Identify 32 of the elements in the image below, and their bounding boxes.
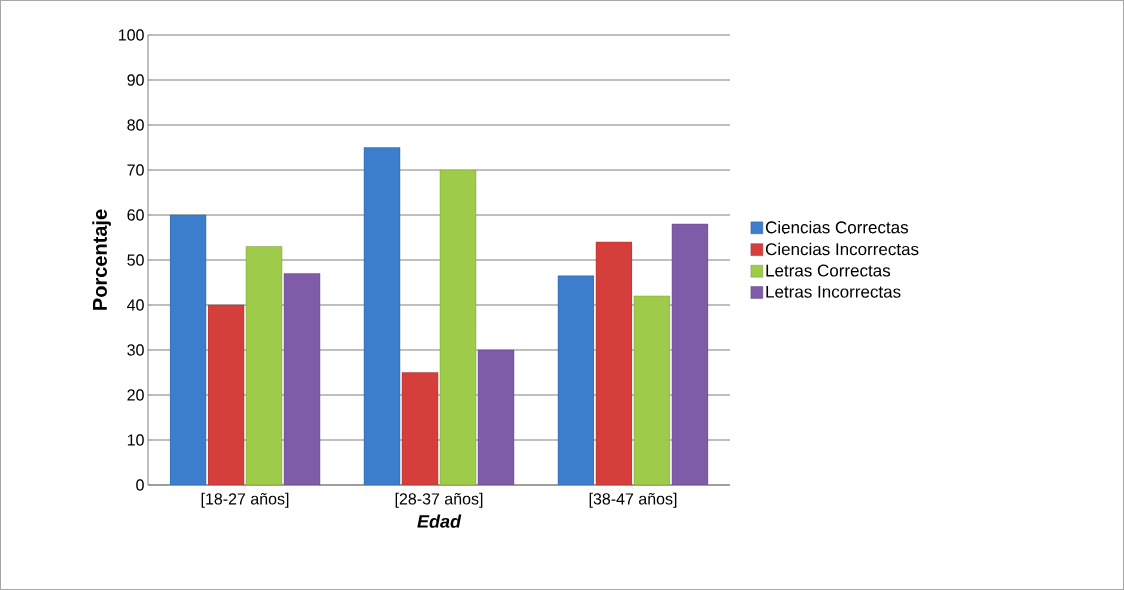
- x-tick-label: [18-27 años]: [201, 492, 289, 508]
- bar: [633, 295, 671, 485]
- bar: [595, 241, 633, 485]
- x-axis-title: Edad: [417, 514, 462, 528]
- x-tick-label: [38-47 años]: [589, 492, 677, 508]
- y-tick-label: 100: [119, 29, 144, 41]
- bar: [245, 246, 283, 485]
- legend-label: Letras Correctas: [766, 264, 891, 277]
- x-tick-label: [28-37 años]: [395, 492, 483, 508]
- bar: [207, 304, 245, 485]
- legend-label: Ciencias Incorrectas: [765, 242, 919, 256]
- bar: [401, 372, 439, 485]
- bar: [557, 275, 595, 485]
- y-tick-label: 70: [127, 164, 144, 176]
- bar: [169, 214, 207, 485]
- y-tick-label: 0: [136, 479, 144, 491]
- bar: [477, 349, 515, 485]
- y-tick-label: 90: [127, 74, 144, 86]
- y-tick-label: 50: [127, 254, 144, 266]
- bar: [439, 169, 477, 485]
- y-tick-label: 60: [127, 209, 144, 221]
- y-tick-label: 10: [127, 434, 144, 446]
- bar: [283, 273, 321, 485]
- legend-label: Letras Incorrectas: [766, 285, 901, 298]
- y-tick-label: 30: [127, 344, 144, 356]
- y-tick-label: 20: [127, 389, 144, 401]
- y-axis-title: Porcentaje: [92, 209, 111, 310]
- y-tick-label: 80: [127, 119, 144, 131]
- bar: [363, 147, 401, 485]
- bar: [671, 223, 709, 485]
- legend-label: Ciencias Correctas: [765, 220, 909, 234]
- y-tick-label: 40: [127, 299, 144, 311]
